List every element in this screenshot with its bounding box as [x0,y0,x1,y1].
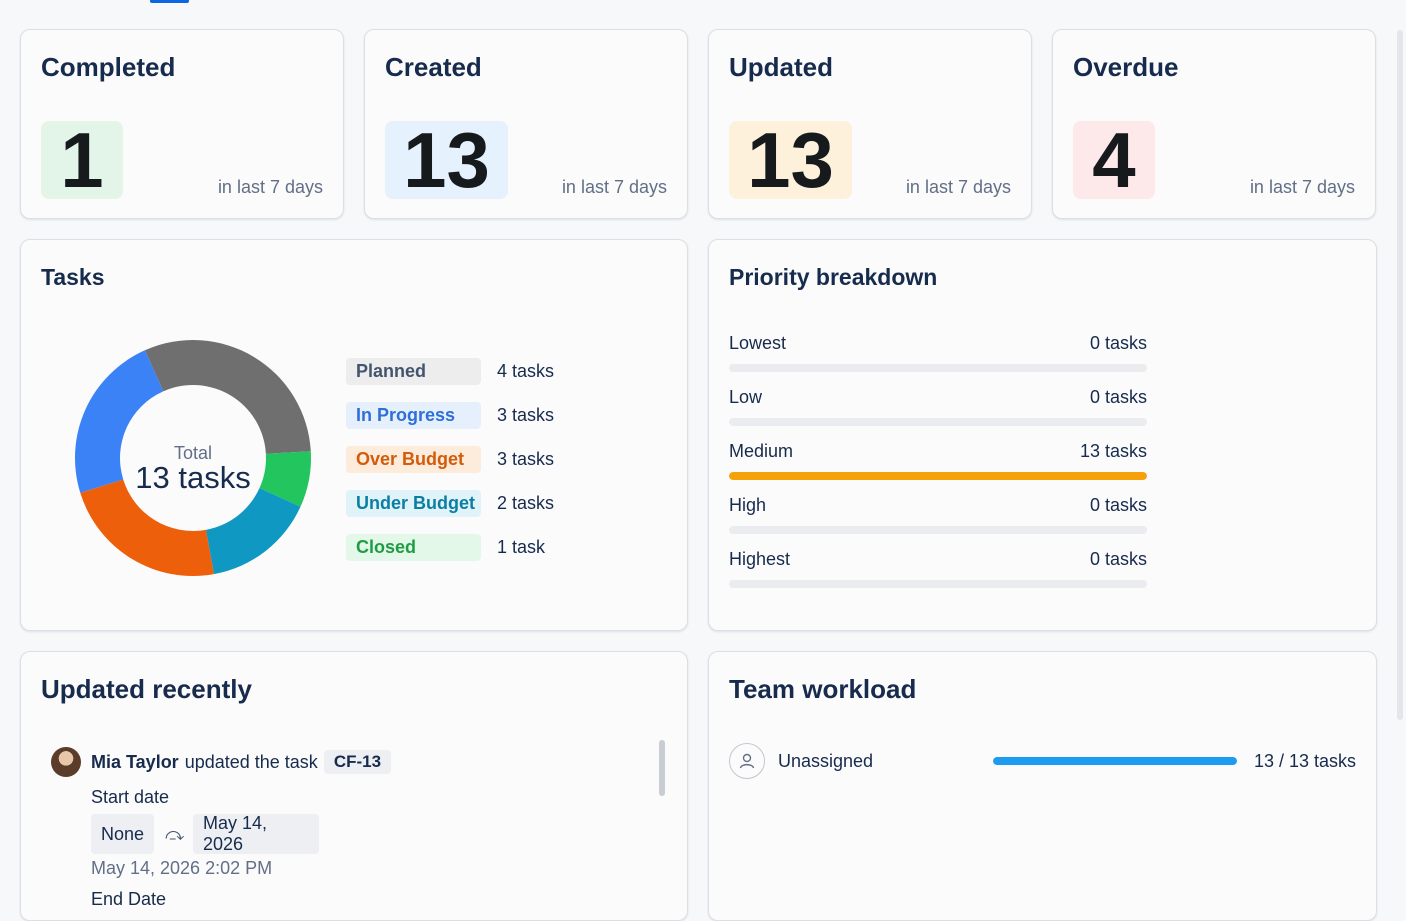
stat-caption: in last 7 days [561,177,667,197]
workload-bar-fill [993,757,1237,765]
legend-item[interactable]: Closed 1 task [346,533,545,561]
priority-bar [729,418,1147,426]
donut-center-label: Total [174,443,212,463]
status-lozenge: Planned [346,357,481,385]
donut-slice-closed[interactable] [259,451,311,507]
priority-label: Low [729,387,763,407]
assignee-name[interactable]: Unassigned [778,751,874,771]
recent-title: Updated recently [41,674,252,704]
stat-value-badge: 1 [41,121,123,199]
stat-card-created[interactable]: Created 13 in last 7 days [364,29,688,219]
priority-bar [729,580,1147,588]
user-avatar[interactable] [51,747,81,777]
priority-count: 0 tasks [1089,549,1147,569]
stat-card-overdue[interactable]: Overdue 4 in last 7 days [1052,29,1376,219]
status-lozenge: Closed [346,533,481,561]
priority-bar-fill [729,472,1147,480]
tasks-donut-chart: Total 13 tasks [75,340,311,576]
workload-title: Team workload [729,674,917,704]
changed-field-name: Start date [91,787,170,807]
updated-recently-card: Updated recently Mia Taylor updated the … [20,651,688,921]
redo-arrow-icon: ⤼ [165,824,185,844]
stat-value-badge: 13 [729,121,852,199]
legend-count: 1 task [497,536,546,557]
priority-breakdown-card: Priority breakdown Lowest 0 tasks Low 0 tas… [708,239,1377,631]
legend-item[interactable]: In Progress 3 tasks [346,401,554,429]
priority-label: Medium [729,441,794,461]
donut-slice-in-progress[interactable] [75,350,164,493]
priority-count: 0 tasks [1089,333,1147,353]
legend-count: 4 tasks [497,360,555,381]
legend-count: 2 tasks [497,492,555,513]
tasks-card: Tasks Total 13 tasks Planned 4 tasks In Pr… [20,239,688,631]
status-lozenge: Under Budget [346,489,481,517]
team-workload-card: Team workload Unassigned 13 / 13 tasks [708,651,1377,921]
stat-title: Overdue [1073,52,1179,82]
new-value-chip: May 14, 2026 [193,813,319,854]
legend-item[interactable]: Planned 4 tasks [346,357,554,385]
legend-count: 3 tasks [497,448,555,469]
stat-title: Created [385,52,482,82]
priority-bar [729,364,1147,372]
activity-user[interactable]: Mia Taylor [91,751,179,772]
workload-count: 13 / 13 tasks [1253,751,1356,771]
stat-value-badge: 13 [385,121,508,199]
donut-slice-planned[interactable] [144,340,311,454]
old-value-chip: None [91,814,154,854]
activity-verb: updated the task [184,751,318,772]
legend-item[interactable]: Under Budget 2 tasks [346,489,554,517]
legend-count: 3 tasks [497,404,555,425]
tasks-title: Tasks [41,264,105,290]
workload-bar [993,757,1237,765]
status-lozenge: In Progress [346,401,481,429]
stat-title: Updated [729,52,833,82]
person-icon [729,743,765,779]
donut-center-value: 13 tasks [135,460,250,495]
priority-label: Lowest [729,333,787,353]
priority-bar [729,526,1147,534]
donut-slice-under-budget[interactable] [205,488,301,575]
activity-line: Mia Taylor updated the task CF-13 [91,750,392,774]
activity-timestamp: May 14, 2026 2:02 PM [91,858,273,878]
next-changed-field: End Date [91,889,167,909]
priority-bar [729,472,1147,480]
priority-count: 0 tasks [1089,495,1147,515]
task-key-link[interactable]: CF-13 [323,750,392,774]
priority-label: Highest [729,549,791,569]
stat-card-completed[interactable]: Completed 1 in last 7 days [20,29,344,219]
legend-item[interactable]: Over Budget 3 tasks [346,445,554,473]
page-scrollbar[interactable] [1397,30,1403,720]
stat-title: Completed [41,52,176,82]
recent-scrollbar[interactable] [659,740,665,796]
stat-card-updated[interactable]: Updated 13 in last 7 days [708,29,1032,219]
stat-value-badge: 4 [1073,121,1155,199]
stat-caption: in last 7 days [217,177,323,197]
stat-caption: in last 7 days [1249,177,1355,197]
priority-count: 0 tasks [1089,387,1147,407]
donut-slice-over-budget[interactable] [80,479,214,576]
stat-caption: in last 7 days [905,177,1011,197]
active-tab-indicator [150,0,189,3]
priority-count: 13 tasks [1079,441,1147,461]
status-lozenge: Over Budget [346,445,481,473]
priority-label: High [729,495,767,515]
priority-title: Priority breakdown [729,264,938,290]
